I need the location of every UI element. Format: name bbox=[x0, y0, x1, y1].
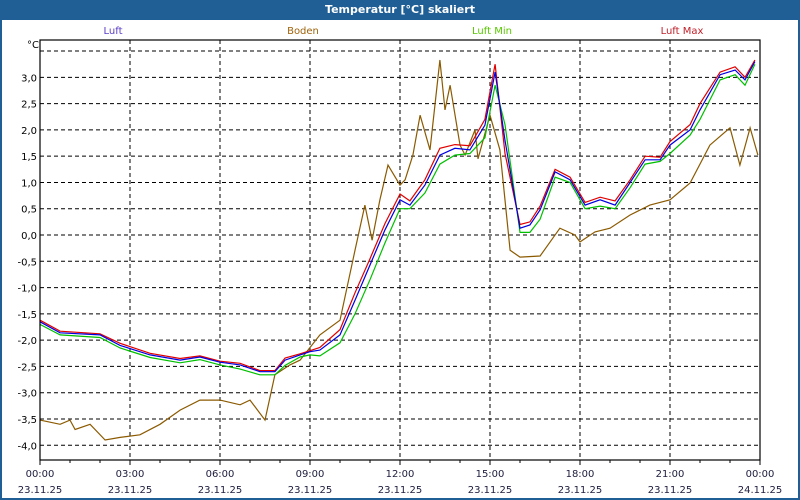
y-tick-label: -1,5 bbox=[17, 310, 37, 321]
x-tick-time: 21:00 bbox=[656, 469, 685, 480]
x-tick-date: 23.11.25 bbox=[468, 485, 513, 496]
series-line-boden bbox=[39, 59, 759, 441]
legend-item-luft-max: Luft Max bbox=[661, 26, 704, 37]
y-tick-label: 1,5 bbox=[21, 152, 37, 163]
y-tick-label: 3,0 bbox=[21, 73, 37, 84]
legend-item-boden: Boden bbox=[287, 26, 319, 37]
y-tick-label: 0,5 bbox=[21, 205, 37, 216]
x-tick-time: 00:00 bbox=[746, 469, 775, 480]
x-tick-date: 24.11.25 bbox=[738, 485, 783, 496]
window-title: Temperatur [°C] skaliert bbox=[325, 3, 475, 16]
x-tick-date: 23.11.25 bbox=[18, 485, 63, 496]
y-tick-label: -0,5 bbox=[17, 257, 37, 268]
x-tick-time: 09:00 bbox=[296, 469, 325, 480]
y-tick-label: -2,0 bbox=[17, 336, 37, 347]
y-tick-label: -1,0 bbox=[17, 284, 37, 295]
series-lines bbox=[39, 59, 759, 441]
plot-frame bbox=[39, 39, 761, 461]
x-tick-date: 23.11.25 bbox=[198, 485, 243, 496]
x-tick-time: 15:00 bbox=[476, 469, 505, 480]
y-tick-label: 0,0 bbox=[21, 231, 37, 242]
y-tick-label: 2,5 bbox=[21, 100, 37, 111]
x-tick-time: 00:00 bbox=[26, 469, 55, 480]
y-tick-label: -3,5 bbox=[17, 415, 37, 426]
y-tick-label: -2,5 bbox=[17, 362, 37, 373]
x-tick-time: 06:00 bbox=[206, 469, 235, 480]
x-tick-time: 03:00 bbox=[116, 469, 145, 480]
x-ticks: 00:00 23.11.25 03:00 23.11.25 06:00 23.11.25 0… bbox=[18, 460, 783, 496]
legend: Luft Boden Luft Min Luft Max bbox=[104, 26, 704, 37]
x-tick-time: 18:00 bbox=[566, 469, 595, 480]
x-tick-date: 23.11.25 bbox=[108, 485, 153, 496]
y-tick-label: 1,0 bbox=[21, 178, 37, 189]
x-tick-time: 12:00 bbox=[386, 469, 415, 480]
y-tick-label: 2,0 bbox=[21, 126, 37, 137]
x-tick-date: 23.11.25 bbox=[288, 485, 333, 496]
x-tick-date: 23.11.25 bbox=[378, 485, 423, 496]
y-axis-unit: °C bbox=[27, 40, 39, 51]
legend-item-luft-min: Luft Min bbox=[472, 26, 512, 37]
legend-item-luft: Luft bbox=[104, 26, 123, 37]
series-line-luft bbox=[39, 61, 756, 373]
y-tick-label: -4,0 bbox=[17, 441, 37, 452]
grid bbox=[40, 40, 760, 460]
y-ticks: 3,0 2,5 2,0 1,5 1,0 0,5 0,0 -0,5 -1,0 -1,5 -2,0 -2,… bbox=[17, 73, 37, 452]
x-tick-date: 23.11.25 bbox=[648, 485, 693, 496]
x-tick-date: 23.11.25 bbox=[558, 485, 603, 496]
y-tick-label: -3,0 bbox=[17, 389, 37, 400]
series-line-luft-min bbox=[39, 63, 756, 376]
series-line-luft-max bbox=[39, 59, 756, 372]
